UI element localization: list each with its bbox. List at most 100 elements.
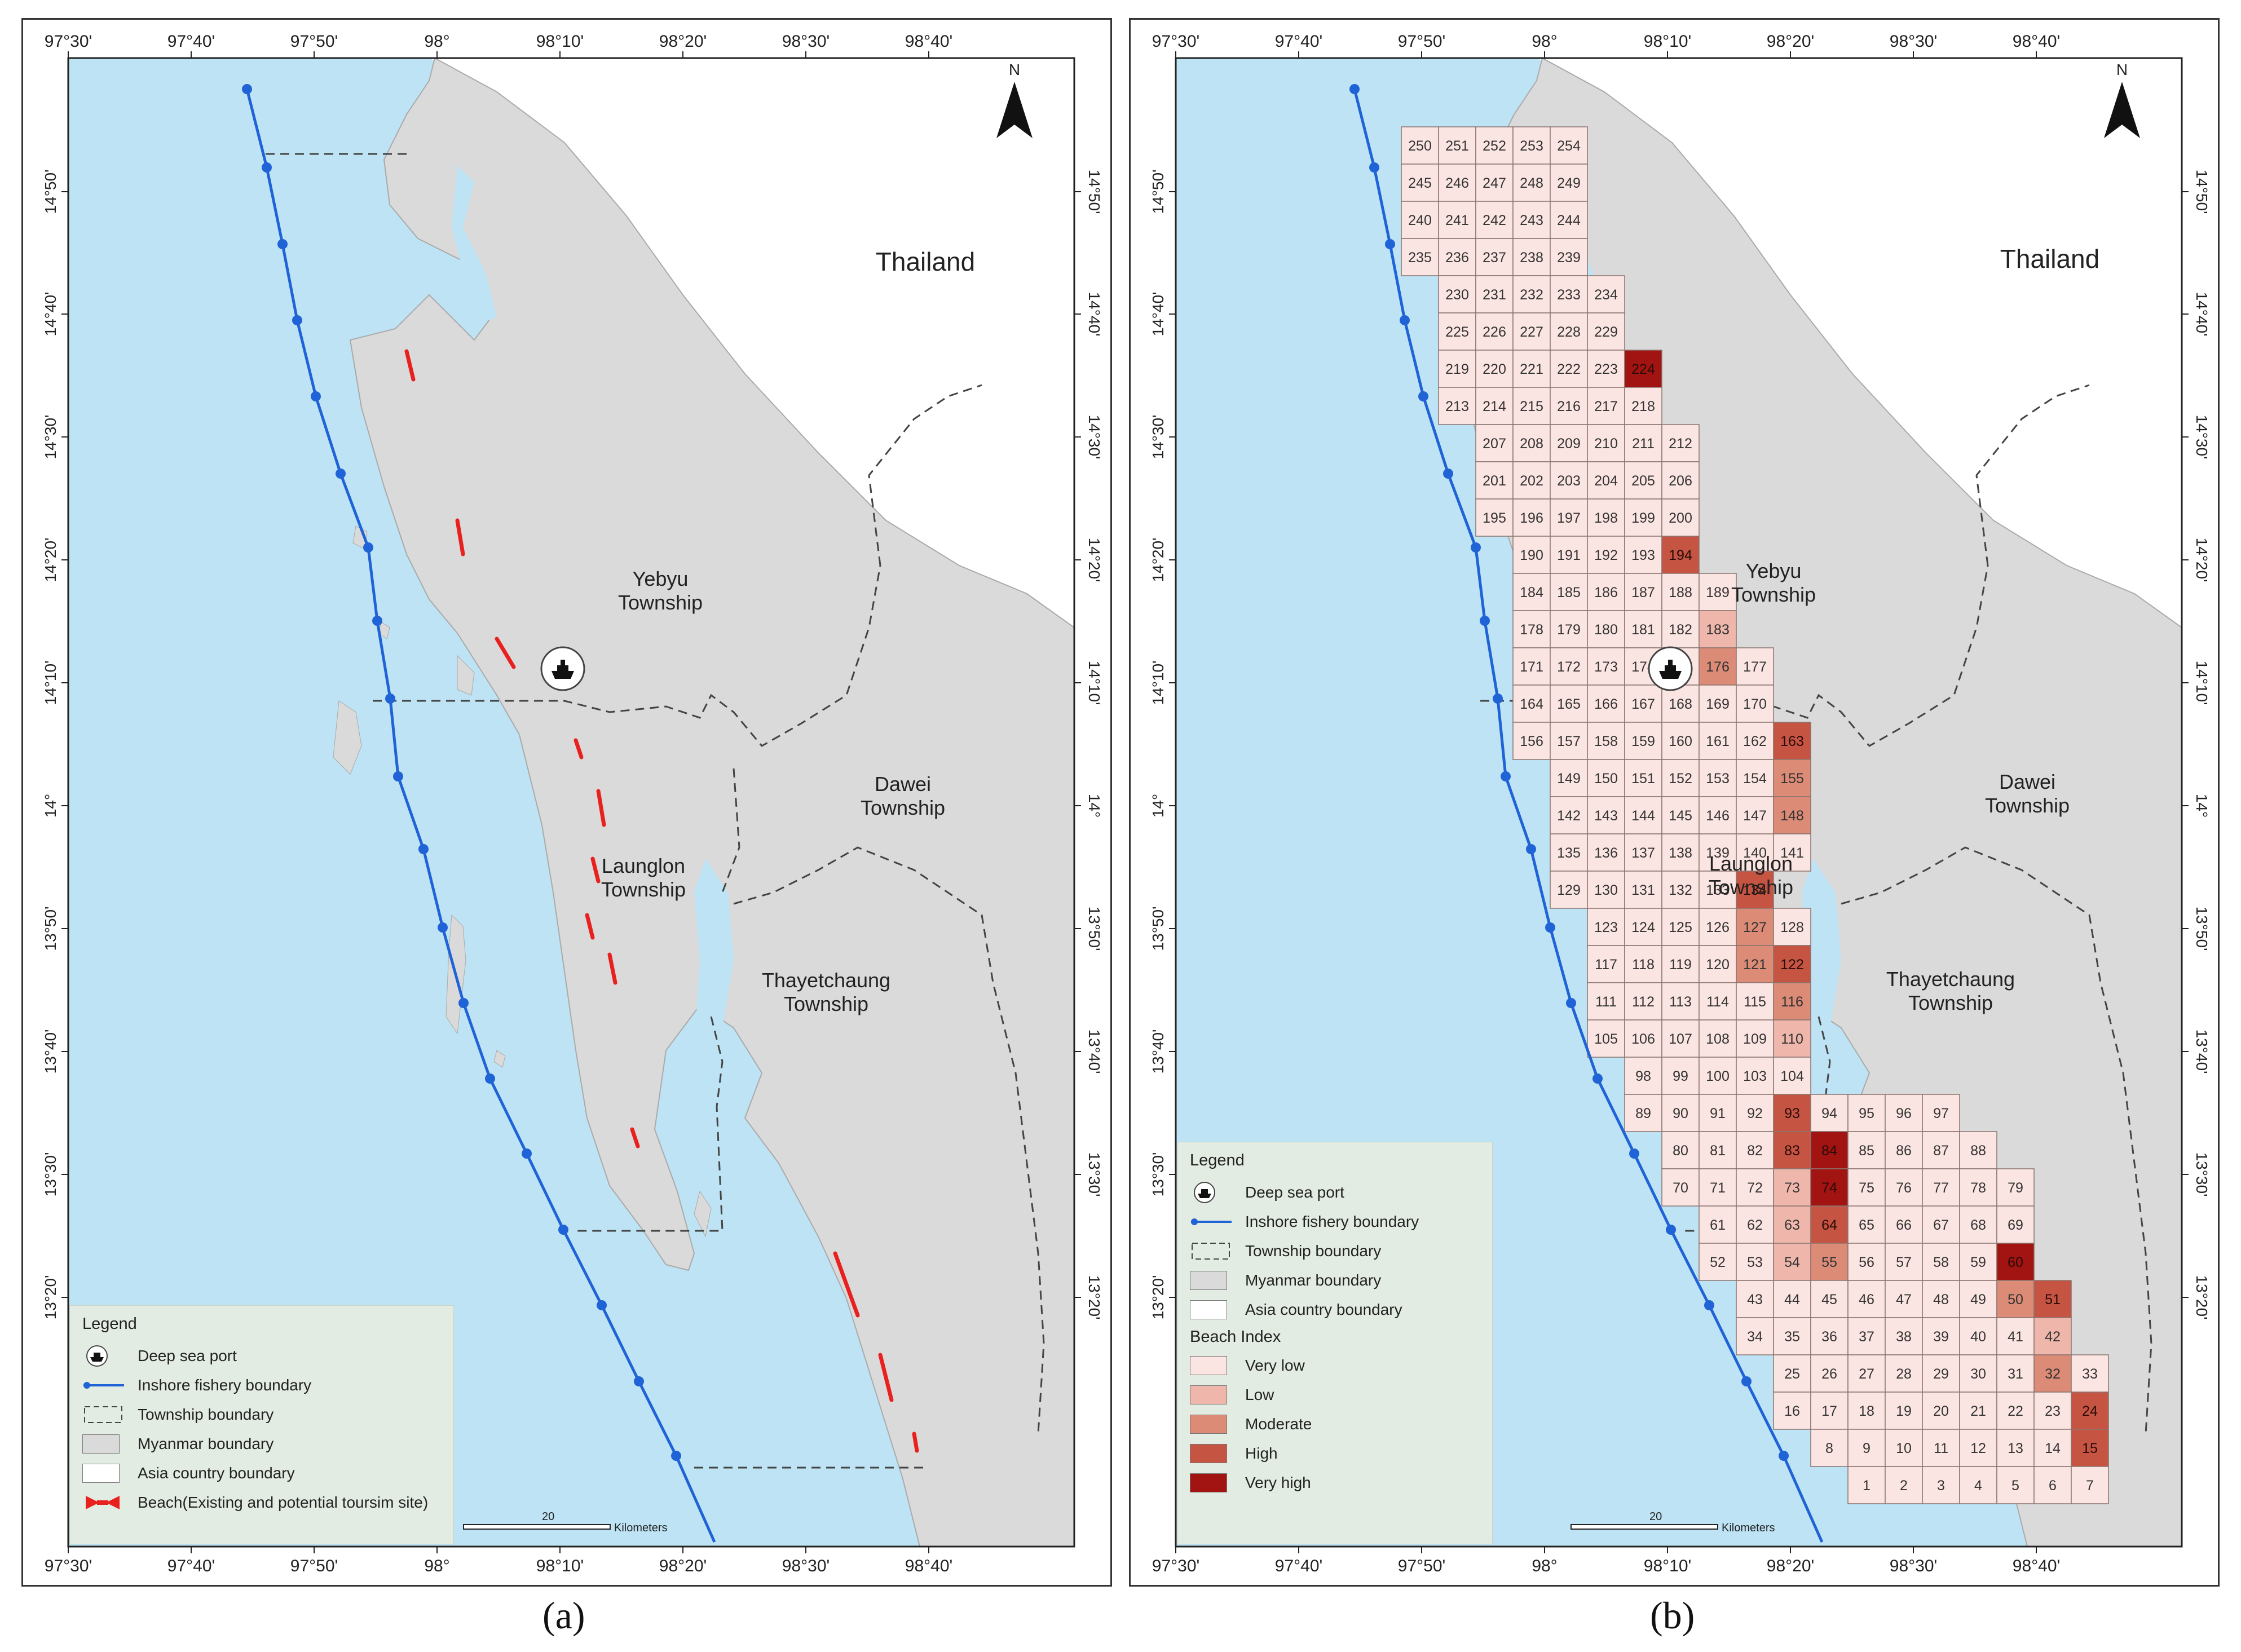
grid-cell-label: 15 <box>2082 1441 2098 1456</box>
ship-icon <box>552 660 574 679</box>
grid-cell <box>1661 1019 1700 1058</box>
ship-icon <box>1198 1189 1211 1198</box>
tick-label-left: 14°10' <box>42 661 59 705</box>
grid-cell-label: 80 <box>1673 1143 1688 1159</box>
grid-cell <box>1661 461 1700 500</box>
grid-cell-label: 103 <box>1743 1068 1767 1084</box>
grid-cell <box>1736 647 1774 686</box>
tick-label-bottom: 98°10' <box>1644 1557 1691 1575</box>
grid-cell <box>2033 1429 2072 1467</box>
grid-cell-label: 43 <box>1747 1292 1763 1308</box>
grid-cell-label: 130 <box>1594 882 1618 898</box>
fishery-boundary-line <box>1349 84 1824 1543</box>
tick-label-top: 98°40' <box>905 32 952 51</box>
grid-cell <box>1922 1317 1960 1355</box>
north-arrow-icon <box>996 82 1033 138</box>
grid-cell-label: 24 <box>2082 1403 2098 1419</box>
grid-cell <box>1736 1205 1774 1244</box>
grid-cell-label: 14 <box>2045 1441 2061 1456</box>
grid-cell-label: 239 <box>1557 250 1581 266</box>
grid-cell <box>1550 610 1588 648</box>
grid-cell-label: 186 <box>1594 585 1618 600</box>
grid-cell-label: 231 <box>1483 287 1506 303</box>
grid-cell-label: 2 <box>1900 1478 1908 1494</box>
grid-cell-label: 151 <box>1631 771 1655 787</box>
grid-cell <box>1773 1019 1811 1058</box>
fishery-boundary-point <box>292 315 302 325</box>
grid-cell-label: 192 <box>1594 547 1618 563</box>
grid-cell <box>1661 945 1700 983</box>
label-dawei: Dawei <box>875 772 931 796</box>
grid-cell-label: 89 <box>1635 1106 1651 1121</box>
north-label: N <box>2116 61 2128 78</box>
grid-cell-label: 39 <box>1933 1329 1949 1345</box>
grid-cell-label: 42 <box>2045 1329 2061 1345</box>
legend-item-port: Deep sea port <box>1190 1178 1480 1207</box>
grid-cell-label: 126 <box>1706 920 1730 935</box>
grid-cell-label: 116 <box>1781 994 1803 1010</box>
tick-label-right: 14° <box>2193 794 2211 818</box>
grid-cell-label: 250 <box>1408 138 1432 154</box>
grid-cell-label: 114 <box>1706 994 1729 1010</box>
grid-cell-label: 181 <box>1631 622 1655 638</box>
fishery-boundary-point <box>277 239 288 249</box>
tick-label-bottom: 98°10' <box>536 1557 584 1575</box>
legend-index-level: High <box>1190 1439 1480 1468</box>
grid-cell-label: 230 <box>1445 287 1469 303</box>
grid-cell-label: 125 <box>1669 920 1692 935</box>
grid-cell-label: 55 <box>1821 1255 1837 1270</box>
grid-cell <box>1736 945 1774 983</box>
grid-cell-label: 254 <box>1557 138 1581 154</box>
grid-cell-label: 99 <box>1673 1068 1688 1084</box>
grid-cell-label: 45 <box>1821 1292 1837 1308</box>
grid-cell <box>1550 573 1588 611</box>
estuary-launglon <box>694 859 734 1118</box>
tick-label-right: 13°50' <box>1086 907 1103 951</box>
fishery-boundary-line <box>242 84 716 1543</box>
grid-cell-label: 11 <box>1934 1441 1948 1456</box>
grid-cell-label: 120 <box>1706 957 1730 973</box>
fishery-boundary-point <box>671 1451 681 1461</box>
grid-cell <box>1922 1466 1960 1504</box>
tick-label-right: 13°50' <box>2193 907 2211 951</box>
grid-cell <box>1885 1429 1923 1467</box>
grid-cell <box>1810 1429 1849 1467</box>
grid-cell <box>1736 908 1774 946</box>
grid-cell <box>1736 1168 1774 1207</box>
grid-cell <box>1736 796 1774 834</box>
grid-cell <box>1773 722 1811 760</box>
tick-label-left: 14°20' <box>1149 538 1167 582</box>
grid-cell-label: 122 <box>1780 957 1804 973</box>
grid-cell-label: 248 <box>1520 175 1543 191</box>
grid-cell-label: 16 <box>1784 1403 1800 1419</box>
grid-cell-label: 57 <box>1896 1255 1912 1270</box>
grid-cell-label: 44 <box>1784 1292 1800 1308</box>
grid-cell-label: 159 <box>1631 734 1655 749</box>
grid-cell <box>1847 1094 1886 1132</box>
tick-label-right: 14°30' <box>2193 415 2211 460</box>
grid-cell-label: 176 <box>1706 659 1730 675</box>
grid-cell-label: 72 <box>1747 1180 1763 1196</box>
fishery-boundary-point <box>458 998 469 1008</box>
grid-cell-label: 131 <box>1631 882 1655 898</box>
grid-cell-label: 173 <box>1594 659 1618 675</box>
fishery-boundary-point <box>438 922 448 933</box>
panel-a-scalebar: 20 Kilometers <box>463 1510 756 1542</box>
tick-label-left: 14°40' <box>1149 292 1167 337</box>
grid-cell <box>1996 1354 2035 1393</box>
place-labels: Thailand Yebyu Township Dawei Township L… <box>601 247 975 1015</box>
grid-cell <box>1996 1243 2035 1281</box>
fishery-boundary-point <box>1779 1451 1789 1461</box>
tick-label-top: 97°40' <box>1275 32 1322 51</box>
grid-cell <box>1587 796 1625 834</box>
grid-cell-label: 185 <box>1557 585 1581 600</box>
grid-cell <box>1773 1354 1811 1393</box>
grid-cell <box>1810 1168 1849 1207</box>
grid-cell <box>1959 1131 1997 1169</box>
grid-cell-label: 136 <box>1594 845 1618 861</box>
fishery-boundary-point <box>363 542 373 553</box>
grid-cell <box>1661 1168 1700 1207</box>
grid-cell <box>1550 424 1588 462</box>
grid-cell-label: 215 <box>1520 399 1543 414</box>
grid-cell-label: 104 <box>1780 1068 1804 1084</box>
